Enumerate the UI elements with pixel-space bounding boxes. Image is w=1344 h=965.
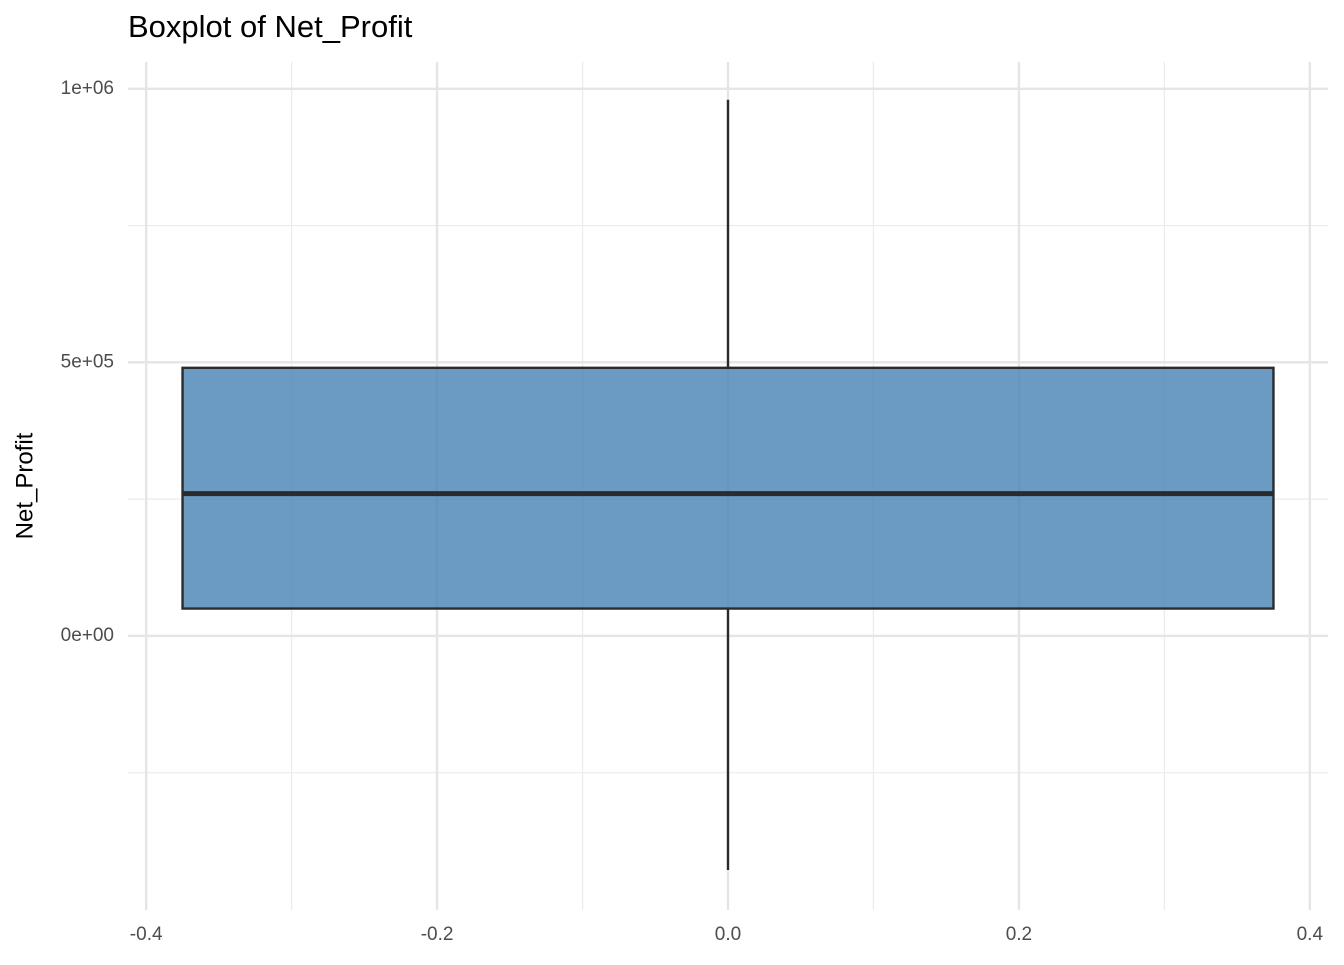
box xyxy=(181,366,1275,610)
y-tick-label: 0e+00 xyxy=(61,625,114,646)
chart-title: Boxplot of Net_Profit xyxy=(128,9,413,44)
x-tick-label: 0.0 xyxy=(715,924,741,945)
x-tick-label: -0.4 xyxy=(130,924,163,945)
y-tick-label: 1e+06 xyxy=(61,78,114,99)
y-tick-label: 5e+05 xyxy=(61,351,114,372)
x-tick-label: 0.2 xyxy=(1006,924,1032,945)
y-axis-label: Net_Profit xyxy=(11,432,38,539)
x-tick-label: -0.2 xyxy=(421,924,454,945)
x-tick-label: 0.4 xyxy=(1297,924,1324,945)
